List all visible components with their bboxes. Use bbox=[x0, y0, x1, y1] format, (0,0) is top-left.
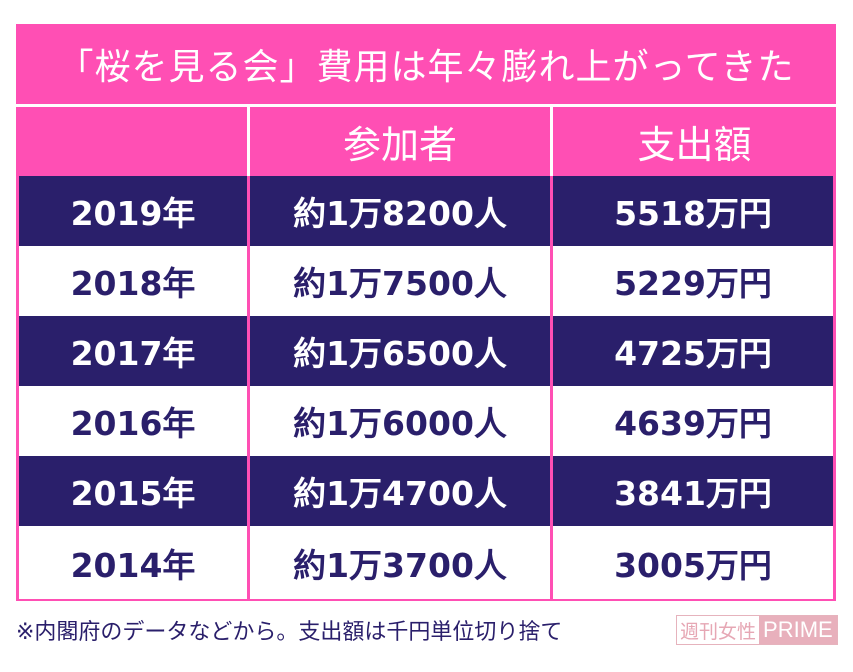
table-row: 2017年 約1万6500人 4725万円 bbox=[19, 316, 833, 386]
cell-year: 2015年 bbox=[19, 456, 247, 526]
cell-year: 2017年 bbox=[19, 316, 247, 386]
title-text: 「桜を見る会」費用は年々膨れ上がってきた bbox=[57, 47, 795, 88]
cell-expense: 3841万円 bbox=[553, 456, 833, 526]
logo-en-text: PRIME bbox=[759, 616, 837, 644]
header-cell-participants: 参加者 bbox=[342, 123, 457, 167]
table-row: 2016年 約1万6000人 4639万円 bbox=[19, 386, 833, 456]
cell-expense: 5518万円 bbox=[553, 176, 833, 246]
header-cell-year bbox=[16, 107, 247, 176]
table-row: 2015年 約1万4700人 3841万円 bbox=[19, 456, 833, 526]
table-row: 2014年 約1万3700人 3005万円 bbox=[19, 526, 833, 599]
cell-year: 2014年 bbox=[19, 526, 247, 599]
cell-participants: 約1万4700人 bbox=[250, 456, 550, 526]
cell-participants: 約1万3700人 bbox=[250, 526, 550, 599]
header-divider bbox=[247, 107, 250, 176]
table-row: 2019年 約1万8200人 5518万円 bbox=[19, 176, 833, 246]
cell-expense: 4725万円 bbox=[553, 316, 833, 386]
cell-participants: 約1万7500人 bbox=[250, 246, 550, 316]
table-row: 2018年 約1万7500人 5229万円 bbox=[19, 246, 833, 316]
table-body: 2019年 約1万8200人 5518万円 2018年 約1万7500人 522… bbox=[19, 176, 833, 599]
header-cell-expense: 支出額 bbox=[637, 123, 752, 167]
table-title: 「桜を見る会」費用は年々膨れ上がってきた bbox=[16, 24, 836, 104]
cell-participants: 約1万8200人 bbox=[250, 176, 550, 246]
data-table: 参加者 支出額 2019年 約1万8200人 5518万円 2018年 約1万7… bbox=[16, 107, 836, 601]
publisher-logo: 週刊女性 PRIME bbox=[676, 615, 838, 645]
logo-jp-text: 週刊女性 bbox=[677, 616, 760, 644]
cell-year: 2019年 bbox=[19, 176, 247, 246]
source-note: ※内閣府のデータなどから。支出額は千円単位切り捨て bbox=[16, 620, 563, 645]
cell-expense: 5229万円 bbox=[553, 246, 833, 316]
header-divider bbox=[550, 107, 553, 176]
cell-expense: 4639万円 bbox=[553, 386, 833, 456]
cell-year: 2018年 bbox=[19, 246, 247, 316]
cell-participants: 約1万6000人 bbox=[250, 386, 550, 456]
cell-expense: 3005万円 bbox=[553, 526, 833, 599]
cell-participants: 約1万6500人 bbox=[250, 316, 550, 386]
table-header: 参加者 支出額 bbox=[16, 107, 836, 176]
cell-year: 2016年 bbox=[19, 386, 247, 456]
